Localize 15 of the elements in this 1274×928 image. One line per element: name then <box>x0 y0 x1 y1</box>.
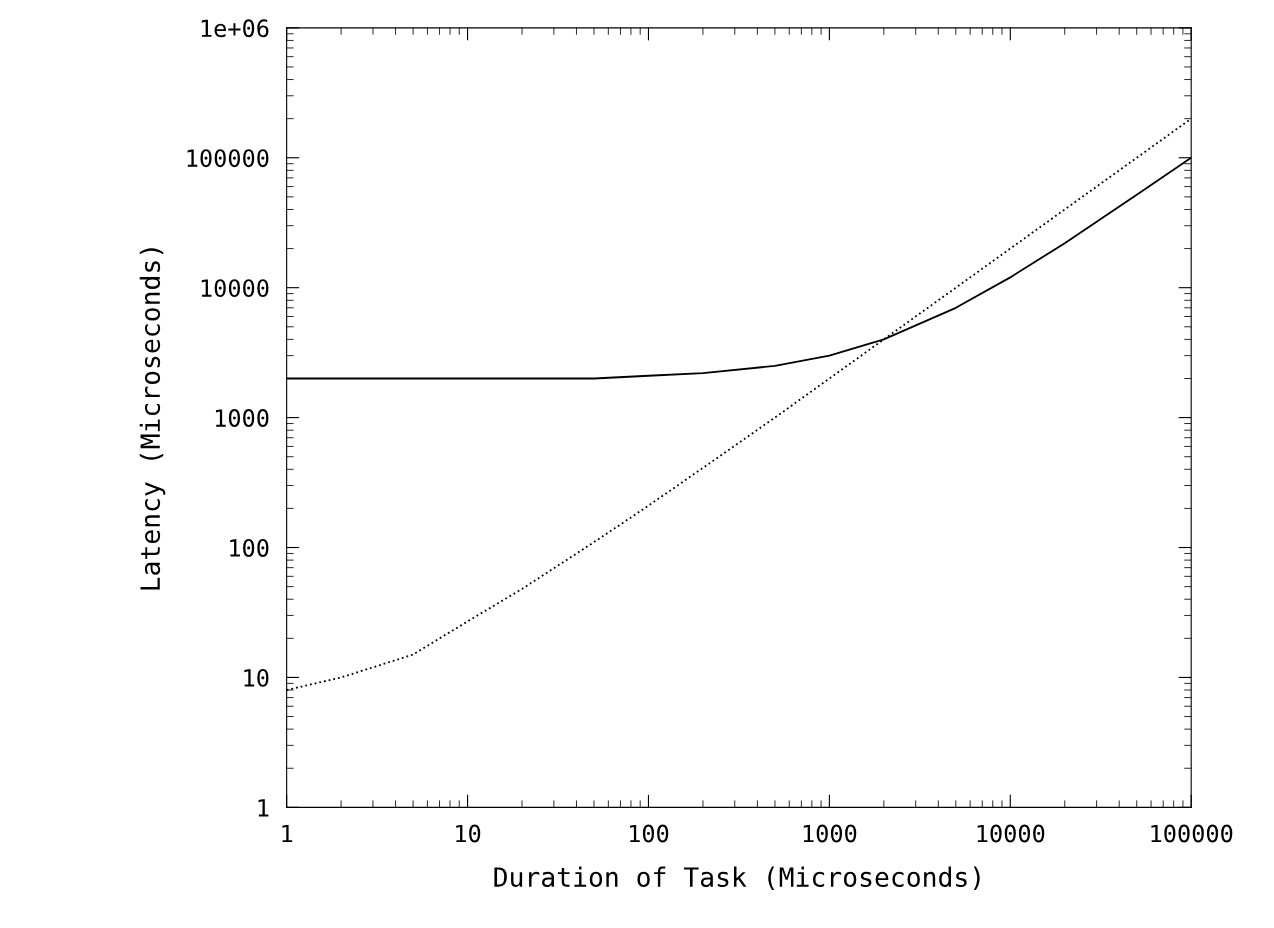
x-tick-label: 1 <box>282 824 293 843</box>
y-tick-label: 1000 <box>215 409 269 427</box>
y-tick-label: 100 <box>230 539 269 557</box>
x-axis-title: Duration of Task (Microseconds) <box>494 866 980 891</box>
y-axis-title: Latency (Microseconds) <box>139 248 166 590</box>
y-tick-label: 10000 <box>201 279 269 298</box>
y-tick-label: 10 <box>244 668 269 687</box>
x-tick-label: 100 <box>629 824 669 843</box>
x-tick-label: 10 <box>456 824 481 843</box>
x-tick-label: 1000 <box>803 824 857 843</box>
y-tick-label: 1e+06 <box>201 19 269 38</box>
x-tick-label: 100000 <box>1151 824 1233 843</box>
x-tick-label: 10000 <box>977 824 1045 843</box>
y-tick-label: 100000 <box>187 149 269 168</box>
y-tick-label: 1 <box>258 799 269 817</box>
